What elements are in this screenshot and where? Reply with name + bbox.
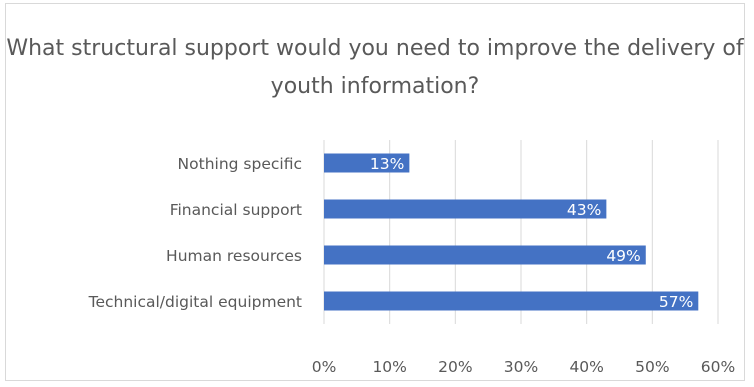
bar [324,199,607,219]
x-tick-label: 40% [569,358,603,376]
data-label: 13% [370,155,404,173]
category-label: Financial support [170,201,302,219]
data-label: 57% [659,293,693,311]
category-label: Nothing specific [178,155,302,173]
bar [324,153,410,173]
data-label: 43% [567,201,601,219]
chart-title: What structural support would you need t… [6,36,744,99]
x-tick-label: 10% [372,358,406,376]
category-label: Technical/digital equipment [88,293,302,311]
category-label: Human resources [166,247,302,265]
bar [324,245,646,265]
chart-area [5,3,745,381]
x-tick-label: 0% [312,358,337,376]
x-tick-label: 60% [701,358,735,376]
x-tick-label: 50% [635,358,669,376]
data-label: 49% [606,247,640,265]
bar [324,291,699,311]
x-tick-label: 20% [438,358,472,376]
x-tick-label: 30% [504,358,538,376]
